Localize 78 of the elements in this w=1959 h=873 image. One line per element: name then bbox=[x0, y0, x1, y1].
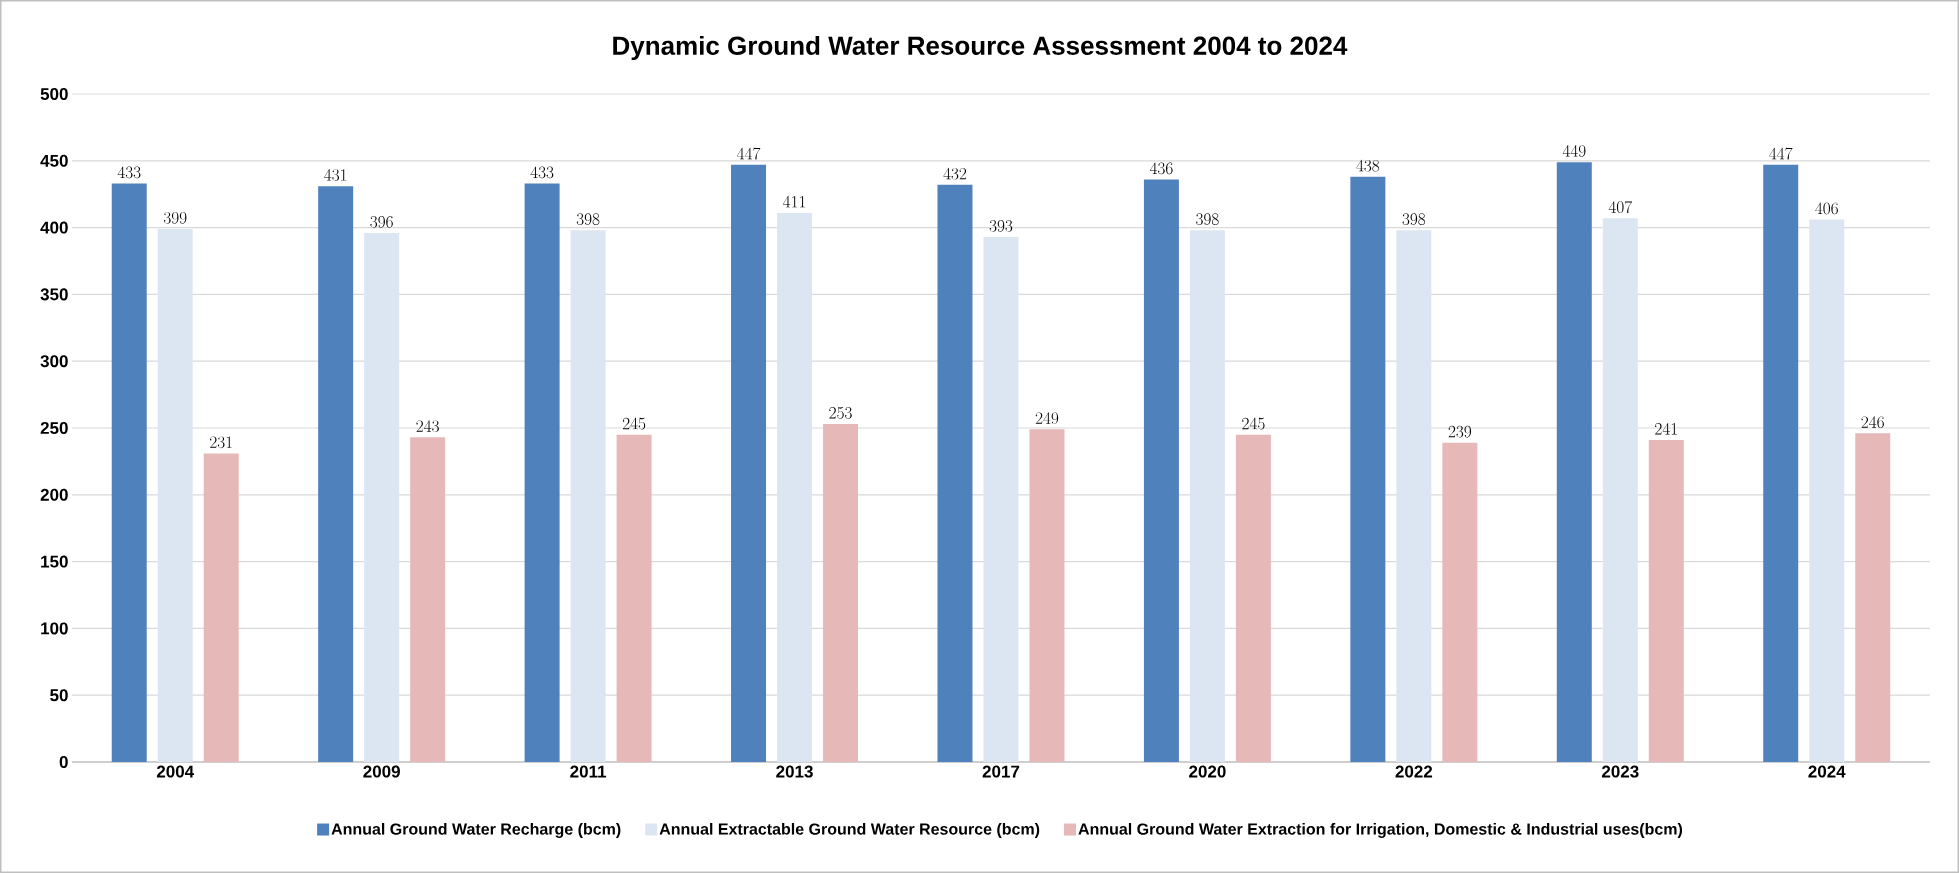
bar bbox=[1396, 230, 1432, 762]
y-tick-label: 150 bbox=[41, 555, 68, 568]
bar bbox=[731, 164, 767, 762]
bar bbox=[983, 236, 1019, 762]
y-tick-label: 50 bbox=[50, 689, 68, 702]
data-label: 253 bbox=[829, 407, 852, 419]
x-tick-label: 2004 bbox=[156, 765, 195, 778]
bar bbox=[1648, 440, 1684, 762]
data-label: 431 bbox=[324, 169, 347, 181]
bar bbox=[1350, 176, 1386, 762]
data-label: 246 bbox=[1861, 416, 1884, 429]
data-label: 447 bbox=[736, 147, 761, 160]
legend-label: Annual Ground Water Extraction for Irrigation, Domestic & Industrial uses(bcm) bbox=[1078, 822, 1683, 838]
bar bbox=[777, 212, 813, 762]
bar bbox=[1602, 218, 1638, 762]
data-label: 398 bbox=[1402, 213, 1426, 226]
bar bbox=[364, 232, 400, 762]
x-tick-label: 2022 bbox=[1395, 765, 1433, 778]
bar bbox=[616, 434, 652, 762]
y-tick-label: 400 bbox=[40, 221, 68, 234]
data-label: 249 bbox=[1035, 412, 1059, 425]
bar bbox=[318, 186, 354, 762]
bar bbox=[524, 183, 560, 762]
bar bbox=[410, 437, 446, 762]
y-tick-label: 350 bbox=[40, 288, 68, 301]
x-tick-label: 2011 bbox=[570, 765, 607, 778]
data-label: 231 bbox=[210, 436, 232, 449]
x-tick-label: 2023 bbox=[1601, 765, 1639, 778]
x-tick-label: 2009 bbox=[363, 765, 400, 778]
data-label: 399 bbox=[163, 211, 187, 224]
x-tick-label: 2024 bbox=[1808, 765, 1846, 778]
data-label: 438 bbox=[1356, 159, 1380, 172]
y-tick-label: 0 bbox=[59, 755, 68, 769]
bar bbox=[1809, 219, 1845, 762]
legend-label: Annual Extractable Ground Water Resource (bcm) bbox=[659, 822, 1040, 838]
data-label: 406 bbox=[1815, 202, 1838, 215]
bar bbox=[1235, 434, 1271, 762]
bar bbox=[1763, 164, 1799, 762]
data-label: 411 bbox=[782, 195, 806, 208]
bar bbox=[937, 184, 973, 762]
bar bbox=[1143, 179, 1179, 762]
data-label: 407 bbox=[1608, 201, 1633, 213]
data-label: 433 bbox=[530, 166, 554, 179]
data-label: 432 bbox=[943, 167, 967, 180]
data-label: 245 bbox=[622, 417, 646, 430]
bar bbox=[1442, 442, 1478, 762]
data-label: 241 bbox=[1655, 422, 1677, 435]
data-label: 243 bbox=[416, 420, 439, 433]
data-label: 393 bbox=[989, 220, 1013, 232]
bar bbox=[1855, 433, 1891, 762]
x-tick-label: 2017 bbox=[982, 765, 1020, 778]
data-label: 396 bbox=[370, 215, 393, 228]
data-label: 433 bbox=[117, 166, 141, 179]
y-tick-label: 100 bbox=[41, 622, 68, 635]
data-label: 239 bbox=[1448, 425, 1472, 438]
bar bbox=[111, 183, 147, 762]
bar bbox=[823, 423, 859, 762]
bar bbox=[1029, 429, 1065, 762]
x-tick-label: 2013 bbox=[776, 765, 813, 778]
data-label: 398 bbox=[576, 213, 600, 226]
y-tick-label: 250 bbox=[40, 421, 68, 435]
y-tick-label: 300 bbox=[40, 355, 68, 368]
chart-title: Dynamic Ground Water Resource Assessment 2004 to 2024 bbox=[613, 35, 1348, 61]
y-tick-label: 450 bbox=[40, 154, 68, 167]
bar bbox=[1556, 162, 1592, 762]
y-tick-label: 500 bbox=[40, 87, 68, 101]
bar bbox=[157, 228, 193, 762]
y-tick-label: 200 bbox=[40, 488, 68, 501]
legend-label: Annual Ground Water Recharge (bcm) bbox=[331, 822, 621, 838]
data-label: 449 bbox=[1562, 145, 1586, 157]
data-label: 398 bbox=[1196, 213, 1219, 226]
bar bbox=[570, 230, 606, 762]
data-label: 436 bbox=[1149, 162, 1173, 175]
bar bbox=[203, 453, 239, 762]
data-label: 245 bbox=[1242, 417, 1265, 430]
bar bbox=[1189, 230, 1225, 762]
x-tick-label: 2020 bbox=[1189, 765, 1226, 778]
data-label: 447 bbox=[1769, 147, 1793, 160]
